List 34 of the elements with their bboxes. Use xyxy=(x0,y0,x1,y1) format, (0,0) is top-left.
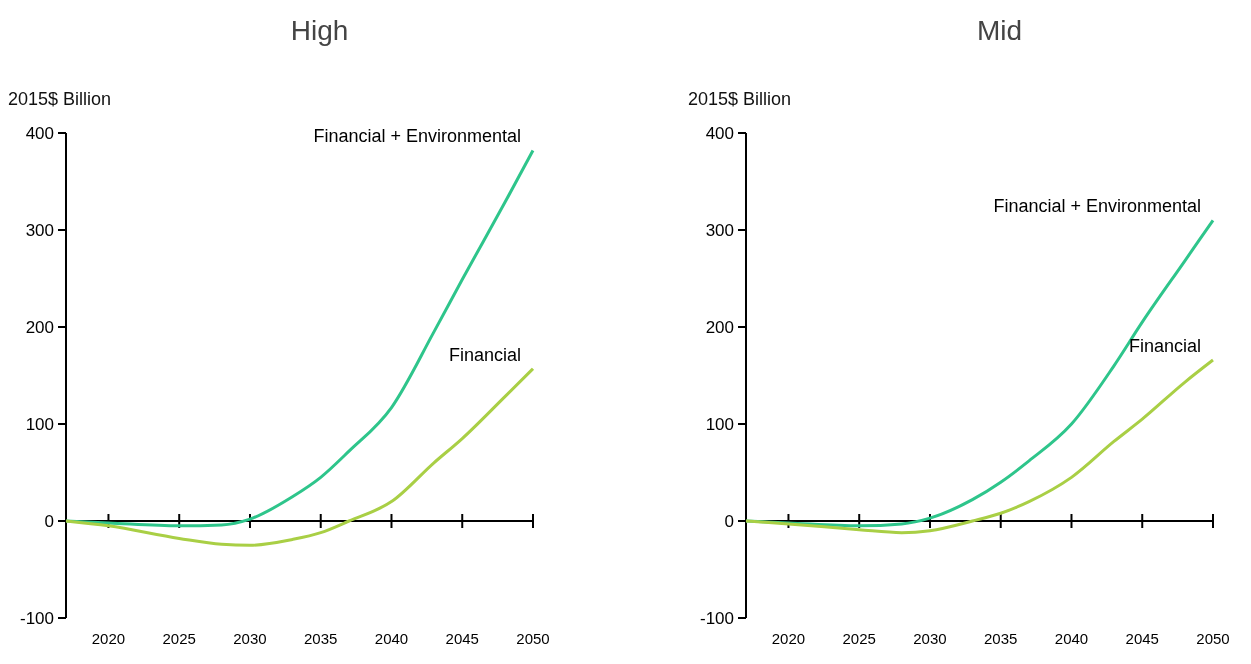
x-tick-label: 2050 xyxy=(516,630,550,647)
y-tick-label: 200 xyxy=(25,317,54,337)
x-tick-label: 2040 xyxy=(374,630,409,647)
series-label: Financial + Environmental xyxy=(993,196,1201,217)
x-tick-label: 2025 xyxy=(162,630,196,647)
x-tick-label: 2040 xyxy=(1054,630,1089,647)
y-axis-title: 2015$ Billion xyxy=(8,89,112,109)
y-tick-label: 100 xyxy=(705,414,734,434)
x-tick-label: 2035 xyxy=(984,630,1018,647)
y-tick-label: 400 xyxy=(25,123,54,143)
series-label: Financial xyxy=(1128,335,1201,356)
y-tick-label: -100 xyxy=(699,608,734,628)
y-axis-title: 2015$ Billion xyxy=(688,89,792,109)
y-tick-label: 400 xyxy=(705,123,734,143)
chart-title: Mid xyxy=(976,15,1023,46)
x-tick-label: 2020 xyxy=(91,630,126,647)
chart-title: High xyxy=(290,15,349,46)
x-tick-label: 2020 xyxy=(771,630,806,647)
x-tick-label: 2030 xyxy=(233,630,267,647)
y-tick-label: 0 xyxy=(44,511,54,531)
y-tick-label: 300 xyxy=(705,220,734,240)
series-label: Financial + Environmental xyxy=(313,126,521,147)
series-label: Financial xyxy=(448,344,521,365)
x-tick-label: 2030 xyxy=(913,630,947,647)
y-tick-label: 100 xyxy=(25,414,54,434)
x-tick-label: 2045 xyxy=(445,630,479,647)
y-tick-label: 300 xyxy=(25,220,54,240)
y-tick-label: 0 xyxy=(724,511,734,531)
x-tick-label: 2025 xyxy=(842,630,876,647)
x-tick-label: 2045 xyxy=(1125,630,1159,647)
y-tick-label: 200 xyxy=(705,317,734,337)
x-tick-label: 2050 xyxy=(1196,630,1230,647)
y-tick-label: -100 xyxy=(19,608,54,628)
x-tick-label: 2035 xyxy=(304,630,338,647)
